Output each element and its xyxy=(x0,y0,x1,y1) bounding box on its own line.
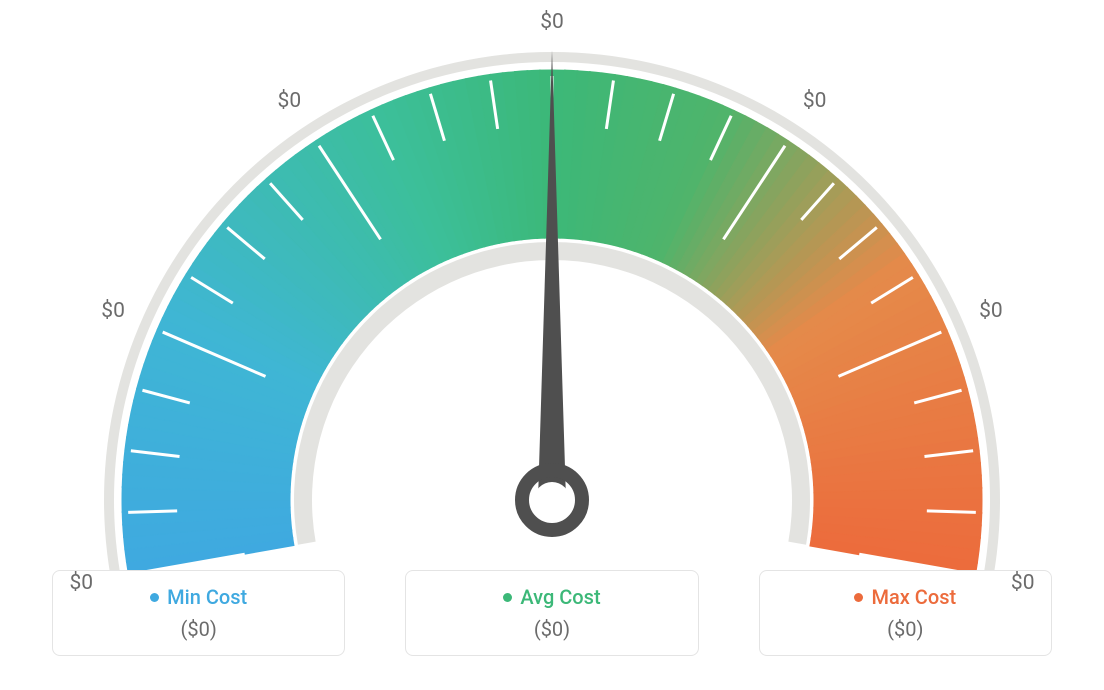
legend-value-avg: ($0) xyxy=(416,617,687,641)
legend-title-max: Max Cost xyxy=(871,585,956,609)
legend-row: Min Cost ($0) Avg Cost ($0) Max Cost ($0… xyxy=(52,570,1052,656)
legend-dot-avg xyxy=(503,593,512,602)
gauge-tick-label: $0 xyxy=(540,10,564,34)
gauge-minor-tick xyxy=(927,511,976,512)
gauge-tick-label: $0 xyxy=(101,299,125,323)
gauge-tick-label: $0 xyxy=(278,89,302,113)
gauge-tick-label: $0 xyxy=(979,299,1003,323)
gauge-needle-hub-inner xyxy=(534,482,570,518)
legend-card-avg: Avg Cost ($0) xyxy=(405,570,698,656)
gauge-tick-label: $0 xyxy=(803,89,827,113)
gauge-minor-tick xyxy=(128,511,177,512)
legend-dot-min xyxy=(150,593,159,602)
legend-card-max: Max Cost ($0) xyxy=(759,570,1052,656)
legend-dot-max xyxy=(854,593,863,602)
legend-card-min: Min Cost ($0) xyxy=(52,570,345,656)
legend-title-min: Min Cost xyxy=(167,585,247,609)
gauge-tick-label: $0 xyxy=(69,571,93,595)
gauge-tick-label: $0 xyxy=(1011,571,1035,595)
legend-title-avg: Avg Cost xyxy=(520,585,600,609)
legend-value-min: ($0) xyxy=(63,617,334,641)
cost-gauge: $0$0$0$0$0$0$0 xyxy=(0,0,1104,570)
legend-value-max: ($0) xyxy=(770,617,1041,641)
